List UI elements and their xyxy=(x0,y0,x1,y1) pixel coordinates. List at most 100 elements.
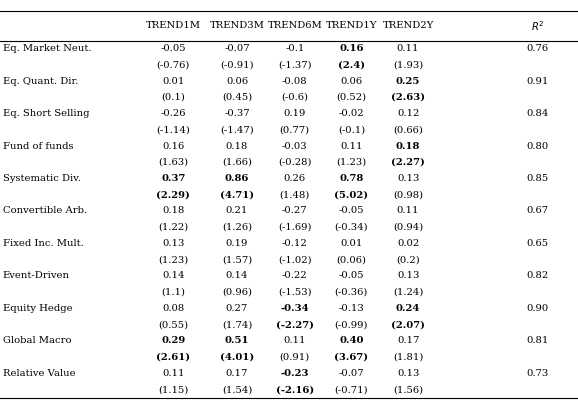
Text: 0.76: 0.76 xyxy=(527,44,549,53)
Text: (2.29): (2.29) xyxy=(157,190,190,199)
Text: 0.13: 0.13 xyxy=(397,174,419,183)
Text: 0.91: 0.91 xyxy=(527,77,549,85)
Text: Convertible Arb.: Convertible Arb. xyxy=(3,207,87,215)
Text: (0.06): (0.06) xyxy=(336,255,366,264)
Text: 0.24: 0.24 xyxy=(396,304,420,313)
Text: 0.16: 0.16 xyxy=(339,44,364,53)
Text: 0.82: 0.82 xyxy=(527,271,549,280)
Text: Relative Value: Relative Value xyxy=(3,369,76,378)
Text: Eq. Market Neut.: Eq. Market Neut. xyxy=(3,44,91,53)
Text: (-1.02): (-1.02) xyxy=(278,255,312,264)
Text: 0.51: 0.51 xyxy=(225,337,249,345)
Text: -0.07: -0.07 xyxy=(224,44,250,53)
Text: (0.52): (0.52) xyxy=(336,93,366,102)
Text: (0.2): (0.2) xyxy=(396,255,420,264)
Text: 0.80: 0.80 xyxy=(527,141,549,151)
Text: 0.06: 0.06 xyxy=(226,77,248,85)
Text: (1.24): (1.24) xyxy=(393,288,423,297)
Text: 0.11: 0.11 xyxy=(397,207,419,215)
Text: (0.66): (0.66) xyxy=(393,125,423,134)
Text: -0.34: -0.34 xyxy=(280,304,309,313)
Text: 0.18: 0.18 xyxy=(162,207,184,215)
Text: 0.27: 0.27 xyxy=(226,304,248,313)
Text: (1.23): (1.23) xyxy=(336,158,366,167)
Text: (-1.37): (-1.37) xyxy=(278,60,312,69)
Text: (1.66): (1.66) xyxy=(222,158,252,167)
Text: 0.85: 0.85 xyxy=(527,174,549,183)
Text: (-0.6): (-0.6) xyxy=(281,93,308,102)
Text: 0.08: 0.08 xyxy=(162,304,184,313)
Text: (1.1): (1.1) xyxy=(161,288,186,297)
Text: 0.01: 0.01 xyxy=(162,77,184,85)
Text: (-0.36): (-0.36) xyxy=(335,288,368,297)
Text: 0.01: 0.01 xyxy=(340,239,362,248)
Text: (-0.71): (-0.71) xyxy=(335,385,368,394)
Text: (2.07): (2.07) xyxy=(391,320,425,329)
Text: -0.1: -0.1 xyxy=(285,44,305,53)
Text: -0.22: -0.22 xyxy=(282,271,307,280)
Text: 0.14: 0.14 xyxy=(162,271,184,280)
Text: (0.91): (0.91) xyxy=(280,353,310,362)
Text: (1.93): (1.93) xyxy=(393,60,423,69)
Text: -0.03: -0.03 xyxy=(282,141,307,151)
Text: (-0.28): (-0.28) xyxy=(278,158,312,167)
Text: (-2.16): (-2.16) xyxy=(276,385,314,394)
Text: 0.16: 0.16 xyxy=(162,141,184,151)
Text: (1.56): (1.56) xyxy=(393,385,423,394)
Text: (1.26): (1.26) xyxy=(222,223,252,232)
Text: TREND2Y: TREND2Y xyxy=(383,21,434,30)
Text: (-1.53): (-1.53) xyxy=(278,288,312,297)
Text: (2.63): (2.63) xyxy=(391,93,425,102)
Text: (0.1): (0.1) xyxy=(161,93,186,102)
Text: (1.74): (1.74) xyxy=(222,320,252,329)
Text: (2.27): (2.27) xyxy=(391,158,425,167)
Text: (1.48): (1.48) xyxy=(280,190,310,199)
Text: 0.06: 0.06 xyxy=(340,77,362,85)
Text: 0.37: 0.37 xyxy=(161,174,186,183)
Text: 0.78: 0.78 xyxy=(339,174,364,183)
Text: 0.86: 0.86 xyxy=(225,174,249,183)
Text: 0.84: 0.84 xyxy=(527,109,549,118)
Text: (1.63): (1.63) xyxy=(158,158,188,167)
Text: Global Macro: Global Macro xyxy=(3,337,72,345)
Text: TREND3M: TREND3M xyxy=(210,21,264,30)
Text: (-1.47): (-1.47) xyxy=(220,125,254,134)
Text: 0.19: 0.19 xyxy=(226,239,248,248)
Text: -0.27: -0.27 xyxy=(282,207,307,215)
Text: (-0.99): (-0.99) xyxy=(335,320,368,329)
Text: -0.26: -0.26 xyxy=(161,109,186,118)
Text: Fixed Inc. Mult.: Fixed Inc. Mult. xyxy=(3,239,84,248)
Text: 0.12: 0.12 xyxy=(397,109,419,118)
Text: TREND1M: TREND1M xyxy=(146,21,201,30)
Text: (-1.69): (-1.69) xyxy=(278,223,312,232)
Text: 0.25: 0.25 xyxy=(396,77,420,85)
Text: (0.55): (0.55) xyxy=(158,320,188,329)
Text: 0.11: 0.11 xyxy=(284,337,306,345)
Text: -0.12: -0.12 xyxy=(282,239,307,248)
Text: (0.98): (0.98) xyxy=(393,190,423,199)
Text: 0.26: 0.26 xyxy=(284,174,306,183)
Text: Eq. Short Selling: Eq. Short Selling xyxy=(3,109,90,118)
Text: 0.65: 0.65 xyxy=(527,239,549,248)
Text: 0.11: 0.11 xyxy=(340,141,362,151)
Text: 0.18: 0.18 xyxy=(226,141,248,151)
Text: 0.13: 0.13 xyxy=(397,369,419,378)
Text: (-0.34): (-0.34) xyxy=(335,223,368,232)
Text: (-0.1): (-0.1) xyxy=(338,125,365,134)
Text: 0.40: 0.40 xyxy=(339,337,364,345)
Text: Systematic Div.: Systematic Div. xyxy=(3,174,81,183)
Text: 0.67: 0.67 xyxy=(527,207,549,215)
Text: 0.18: 0.18 xyxy=(396,141,420,151)
Text: $R^2$: $R^2$ xyxy=(531,19,544,33)
Text: 0.21: 0.21 xyxy=(226,207,248,215)
Text: (1.22): (1.22) xyxy=(158,223,188,232)
Text: 0.14: 0.14 xyxy=(226,271,248,280)
Text: (2.4): (2.4) xyxy=(338,60,365,69)
Text: (1.81): (1.81) xyxy=(393,353,423,362)
Text: -0.37: -0.37 xyxy=(224,109,250,118)
Text: -0.05: -0.05 xyxy=(161,44,186,53)
Text: Fund of funds: Fund of funds xyxy=(3,141,73,151)
Text: (-1.14): (-1.14) xyxy=(157,125,190,134)
Text: (4.01): (4.01) xyxy=(220,353,254,362)
Text: -0.13: -0.13 xyxy=(339,304,364,313)
